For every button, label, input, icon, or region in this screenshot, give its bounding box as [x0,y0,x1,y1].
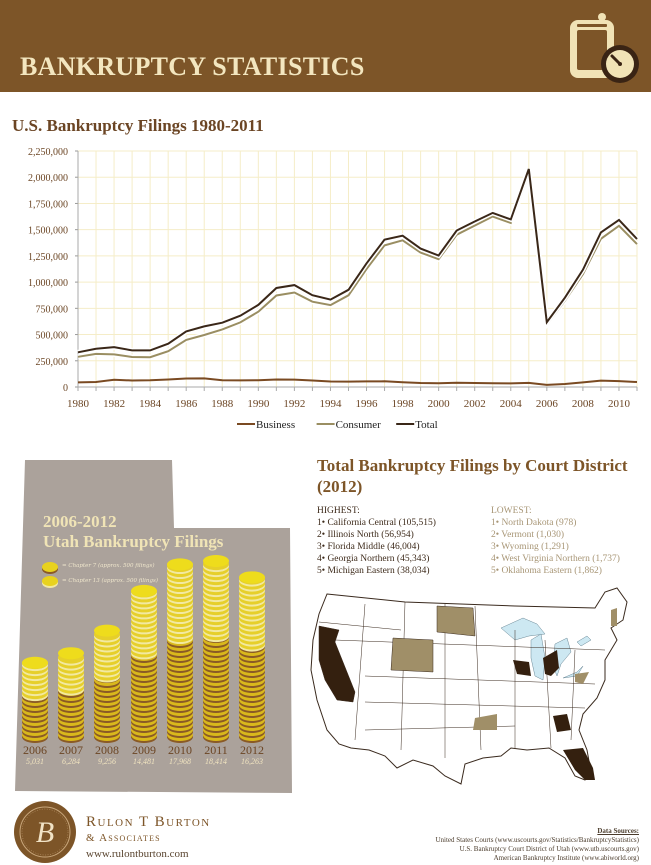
year-value: 14,481 [133,757,155,766]
utah-year-column: 2011 18,414 [196,743,236,766]
coin-stack-top [22,656,48,669]
x-tick-label: 1986 [175,398,198,410]
y-tick-label: 250,000 [36,357,69,368]
y-tick-label: 2,000,000 [28,173,68,184]
list-item: 5• Oklahoma Eastern (1,862) [491,566,602,576]
y-tick-label: 500,000 [36,331,69,342]
source-item[interactable]: United States Courts (www.uscourts.gov/S… [435,836,639,844]
y-tick-label: 1,000,000 [28,278,68,289]
year-label: 2010 [168,743,192,757]
line-chart: 2,250,000 2,000,000 1,750,000 1,500,000 1,25… [28,147,639,431]
utah-year-column: 2010 17,968 [160,743,200,766]
legend-item: Total [415,419,437,431]
x-tick-label: 1984 [139,398,162,410]
source-item[interactable]: American Bankruptcy Institute (www.abiwo… [493,854,639,862]
y-tick-label: 1,750,000 [28,199,68,210]
coin-stack-top [203,555,229,567]
us-map [310,587,628,785]
sources-title: Data Sources: [597,827,639,835]
list-item: 4• West Virginia Northern (1,737) [491,554,620,564]
y-tick-label: 1,250,000 [28,252,68,263]
list-item: 2• Vermont (1,030) [491,530,565,540]
year-label: 2007 [59,743,83,757]
utah-state-shape [15,460,292,793]
y-tick-label: 2,250,000 [28,147,68,158]
year-label: 2008 [95,743,119,757]
x-tick-label: 2002 [464,398,486,410]
legend-chapter13: = Chapter 13 (approx. 500 filings) [62,578,158,584]
firm-logo: B [14,801,76,863]
list-item: 1• California Central (105,515) [317,518,436,528]
coin-stack-top [94,624,120,637]
x-tick-label: 1998 [392,398,415,410]
list-item: 2• Illinois North (56,954) [317,530,414,540]
x-tick-label: 1980 [67,398,90,410]
firm-subtitle: & Associates [86,832,161,844]
year-label: 2009 [132,743,156,757]
list-item: 5• Michigan Eastern (38,034) [317,566,430,576]
list-item: 1• North Dakota (978) [491,518,577,528]
lowest-label: LOWEST: [491,506,532,516]
utah-year-column: 2006 5,031 [15,743,55,766]
x-tick-label: 2000 [428,398,451,410]
x-tick-label: 2006 [536,398,559,410]
utah-year-column: 2007 6,284 [51,743,91,766]
x-tick-label: 2008 [572,398,595,410]
highest-label: HIGHEST: [317,506,360,516]
x-tick-label: 2010 [608,398,631,410]
x-tick-label: 1988 [211,398,234,410]
year-value: 9,256 [98,757,116,766]
series-line-total [77,168,638,354]
series-line-consumer [77,172,638,359]
chart-title: U.S. Bankruptcy Filings 1980-2011 [12,116,264,135]
year-value: 18,414 [205,757,227,766]
list-item: 3• Florida Middle (46,004) [317,542,420,552]
coin-stack-top [131,584,157,597]
page-title: BANKRUPTCY STATISTICS [20,52,365,81]
source-item[interactable]: U.S. Bankruptcy Court District of Utah (… [459,845,639,853]
x-tick-label: 1994 [319,398,342,410]
year-value: 6,284 [62,757,80,766]
utah-year-column: 2008 9,256 [87,743,127,766]
clipboard-clock-icon [570,13,639,83]
utah-title-line2: Utah Bankruptcy Filings [43,532,224,551]
list-item: 4• Georgia Northern (45,343) [317,554,430,564]
utah-year-column: 2009 14,481 [124,743,164,766]
legend-item: Business [256,419,295,431]
x-tick-label: 2004 [500,398,523,410]
coin-stack-top [239,571,265,584]
firm-name: Rulon T Burton [86,814,211,830]
logo-letter: B [36,816,54,849]
year-value: 16,263 [241,757,263,766]
list-item: 3• Wyoming (1,291) [491,542,569,552]
court-district-title: Total Bankruptcy Filings by Court Distri… [317,456,628,496]
year-value: 17,968 [169,757,191,766]
lowest-list: LOWEST: 1• North Dakota (978) 2• Vermont… [491,505,620,577]
x-tick-label: 1990 [247,398,270,410]
x-tick-label: 1996 [356,398,379,410]
utah-title-line1: 2006-2012 [43,512,117,531]
series-line-business [77,377,638,386]
highest-list: HIGHEST: 1• California Central (105,515)… [317,505,436,577]
year-value: 5,031 [26,757,44,766]
coin-stack-top [167,558,193,571]
legend-item: Consumer [336,419,382,431]
y-tick-label: 750,000 [36,304,69,315]
y-tick-label: 0 [63,383,68,394]
utah-title: 2006-2012 Utah Bankruptcy Filings [43,512,223,552]
year-label: 2011 [204,743,228,757]
legend-chapter7: = Chapter 7 (approx. 500 filings) [62,563,155,569]
data-sources: Data Sources: United States Courts (www.… [435,827,639,863]
year-label: 2012 [240,743,264,757]
utah-year-column: 2012 16,263 [232,743,272,766]
x-tick-label: 1982 [103,398,125,410]
header-banner: BANKRUPTCY STATISTICS [0,0,651,92]
firm-url-link[interactable]: www.rulontburton.com [86,848,189,860]
year-label: 2006 [23,743,47,757]
x-tick-label: 1992 [283,398,305,410]
y-tick-label: 1,500,000 [28,226,68,237]
coin-stack-top [58,647,84,660]
